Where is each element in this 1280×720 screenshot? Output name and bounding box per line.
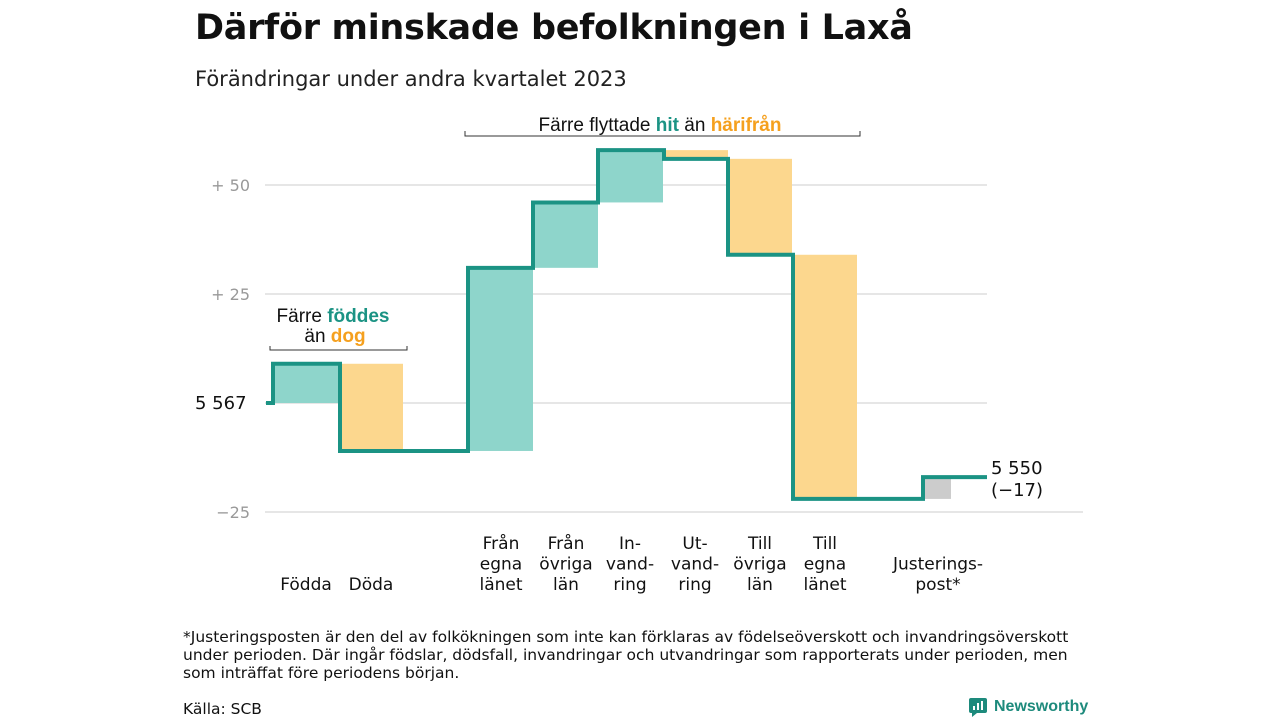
category-label: Födda: [280, 575, 332, 595]
category-label: In-: [619, 534, 641, 554]
category-label: Till: [747, 534, 772, 554]
category-label: länet: [803, 575, 846, 595]
start-value-label: 5 567: [195, 393, 247, 414]
annotation-moves: Färre flyttade hit än härifrån: [539, 115, 782, 136]
brand-logo: Newsworthy: [968, 697, 1088, 717]
category-label: övriga: [733, 555, 786, 575]
annotation-moves-bracket: [464, 131, 861, 137]
waterfall-bar: [664, 150, 728, 159]
waterfall-bar: [468, 267, 533, 451]
cumulative-step-line: [266, 148, 987, 501]
y-tick-label: −25: [216, 503, 250, 522]
waterfall-bar: [273, 363, 338, 403]
category-label: ring: [678, 575, 711, 595]
end-change-label: (−17): [991, 480, 1043, 501]
annotation-births-line2: än dog: [304, 326, 365, 347]
category-label: län: [553, 575, 579, 595]
category-label: vand-: [671, 555, 719, 575]
category-label: post*: [915, 575, 960, 595]
waterfall-bar: [340, 363, 403, 451]
annotation-births-bracket: [269, 346, 408, 351]
category-label: Från: [548, 533, 585, 554]
newsworthy-icon: [969, 698, 987, 717]
chart-title: Därför minskade befolkningen i Laxå: [195, 8, 913, 48]
end-value-label: 5 550: [991, 458, 1043, 479]
category-label: Till: [812, 534, 837, 554]
chart-subtitle: Förändringar under andra kvartalet 2023: [195, 67, 627, 91]
category-label: övriga: [539, 555, 592, 575]
waterfall-bar: [793, 254, 857, 499]
category-label: länet: [479, 575, 522, 595]
source-label: Källa: SCB: [183, 700, 262, 718]
category-label: Från: [483, 533, 520, 554]
category-label: Justerings-: [892, 555, 983, 575]
category-label: Döda: [349, 575, 394, 595]
waterfall-bar: [533, 202, 598, 268]
category-label: ring: [613, 575, 646, 595]
y-tick-label: + 50: [211, 176, 250, 195]
category-label: Ut-: [682, 534, 707, 554]
category-label: vand-: [606, 555, 654, 575]
y-tick-label: + 25: [211, 285, 250, 304]
footnote: *Justeringsposten är den del av folkökni…: [183, 628, 1069, 682]
category-label: län: [747, 575, 773, 595]
brand-name: Newsworthy: [994, 698, 1089, 715]
annotation-births-line1: Färre föddes: [277, 306, 390, 327]
category-label: egna: [804, 555, 846, 575]
waterfall-bar: [728, 158, 792, 255]
category-label: egna: [480, 555, 522, 575]
waterfall-bar: [923, 477, 951, 499]
waterfall-bar: [598, 150, 663, 203]
